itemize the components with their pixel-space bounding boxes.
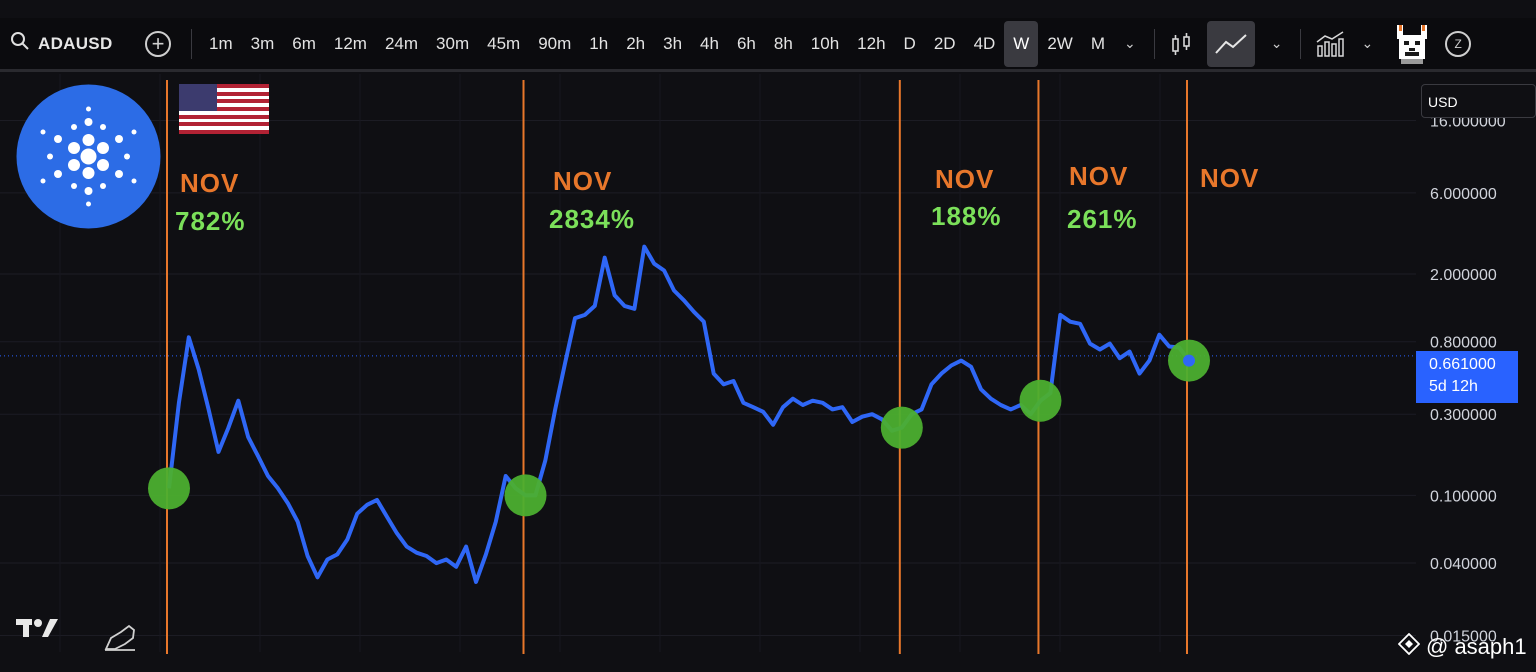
nov-label-1: NOV — [180, 168, 240, 198]
november-marker-circle — [504, 474, 547, 517]
indicators-chevron-icon[interactable]: ⌄ — [1361, 35, 1374, 51]
nov-label-2: NOV — [553, 166, 613, 196]
november-marker-circle — [1019, 379, 1062, 422]
price-axis-label: 0.100000 — [1430, 488, 1497, 505]
interval-3m[interactable]: 3m — [250, 33, 275, 53]
interval-M[interactable]: M — [1090, 33, 1106, 53]
top-toolbar: ADAUSD + 1m 3m 6m 12m 24m 30m 45m 90m 1h 2h 3h 4h 6h… — [0, 18, 1536, 72]
interval-D[interactable]: D — [903, 33, 916, 53]
currency-selector[interactable]: USD — [1421, 84, 1536, 118]
interval-45m[interactable]: 45m — [487, 33, 521, 53]
interval-dropdown-chevron-icon[interactable]: ⌄ — [1124, 35, 1136, 51]
watermark-text: @ asaph1 — [1426, 634, 1527, 659]
us-flag-icon — [179, 84, 269, 139]
percent-label-3: 188% — [931, 201, 1002, 231]
price-axis-label: 0.300000 — [1430, 407, 1497, 424]
interval-2h[interactable]: 2h — [626, 33, 646, 53]
bar-countdown: 5d 12h — [1429, 378, 1478, 395]
interval-6h[interactable]: 6h — [736, 33, 756, 53]
november-marker-circle — [148, 467, 190, 510]
interval-12m[interactable]: 12m — [333, 33, 367, 53]
price-axis-label: 0.040000 — [1430, 556, 1497, 573]
candles-chart-type-icon[interactable] — [1169, 21, 1195, 67]
interval-6m[interactable]: 6m — [292, 33, 316, 53]
nov-label-3: NOV — [935, 164, 995, 194]
add-symbol-button[interactable]: + — [145, 30, 171, 57]
price-axis-label: 0.800000 — [1430, 335, 1497, 352]
indicators-icon[interactable] — [1315, 21, 1345, 67]
toolbar-separator — [1153, 28, 1155, 59]
interval-1m[interactable]: 1m — [209, 33, 233, 53]
interval-90m[interactable]: 90m — [538, 33, 572, 53]
toolbar-separator — [191, 28, 192, 59]
interval-4h[interactable]: 4h — [700, 33, 719, 53]
interval-2D[interactable]: 2D — [933, 33, 956, 53]
last-price-dot — [1183, 354, 1195, 367]
percent-label-4: 261% — [1067, 204, 1138, 234]
last-price-value: 0.661000 — [1429, 356, 1496, 373]
interval-1h[interactable]: 1h — [589, 33, 609, 53]
user-avatar-icon[interactable] — [1389, 21, 1435, 67]
price-axis-label: 2.000000 — [1430, 267, 1497, 284]
profile-badge[interactable]: Z — [1445, 30, 1472, 57]
interval-8h[interactable]: 8h — [773, 33, 793, 53]
tradingview-logo — [14, 615, 60, 644]
interval-30m[interactable]: 30m — [436, 33, 470, 53]
price-chart[interactable]: 16.0000006.0000002.0000000.8000000.30000… — [0, 72, 1536, 672]
interval-2W[interactable]: 2W — [1047, 33, 1073, 53]
price-axis-label: 0.015000 — [1430, 629, 1497, 646]
interval-list: 1m 3m 6m 12m 24m 30m 45m 90m 1h 2h 3h 4h 6h 8h 10h 12h D… — [200, 20, 1114, 67]
chart-type-chevron-icon[interactable]: ⌄ — [1270, 35, 1283, 51]
price-axis-label: 6.000000 — [1430, 186, 1497, 203]
interval-W[interactable]: W — [1004, 20, 1039, 67]
nov-label-5: NOV — [1200, 163, 1260, 193]
search-icon — [10, 31, 30, 56]
percent-label-2: 2834% — [549, 204, 635, 234]
binance-diamond-icon — [1397, 632, 1421, 661]
symbol-label: ADAUSD — [38, 33, 113, 53]
november-marker-circle — [880, 406, 923, 449]
symbol-search[interactable]: ADAUSD — [10, 31, 140, 56]
toolbar-separator — [1300, 28, 1302, 59]
percent-label-1: 782% — [175, 206, 246, 236]
interval-12h[interactable]: 12h — [857, 33, 886, 53]
nov-label-4: NOV — [1069, 161, 1129, 191]
interval-4D[interactable]: 4D — [973, 33, 996, 53]
last-price-tag: 0.661000 5d 12h — [1416, 351, 1518, 403]
line-chart-type-icon[interactable] — [1206, 20, 1255, 67]
interval-3h[interactable]: 3h — [663, 33, 683, 53]
cardano-logo — [16, 84, 161, 234]
interval-24m[interactable]: 24m — [384, 33, 419, 53]
top-strip — [0, 0, 1536, 18]
hand-drawing-icon[interactable] — [103, 622, 139, 657]
author-watermark: @ asaph1 — [1397, 632, 1527, 661]
price-series-line — [167, 244, 1191, 584]
interval-10h[interactable]: 10h — [810, 33, 840, 53]
